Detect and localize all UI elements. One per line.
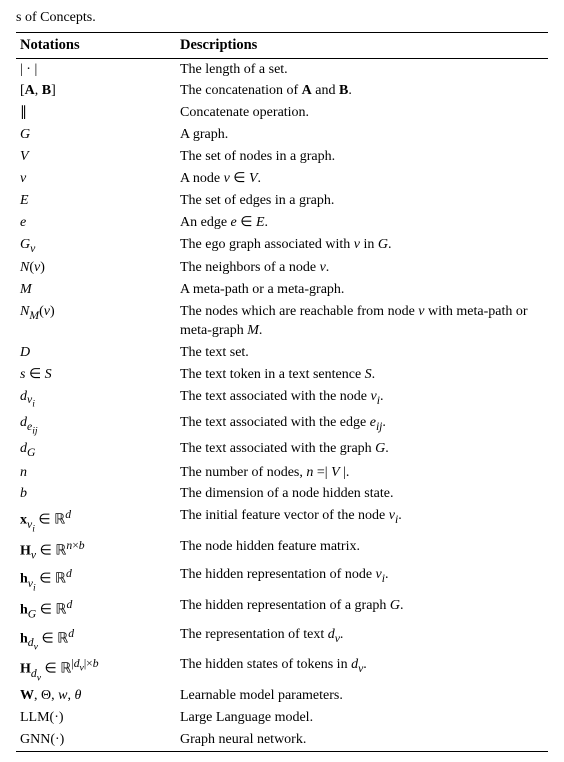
notation-cell: dvi bbox=[16, 386, 176, 412]
notation-cell: Gv bbox=[16, 234, 176, 258]
table-row: EThe set of edges in a graph. bbox=[16, 190, 548, 212]
notation-cell: hG ∈ ℝd bbox=[16, 596, 176, 624]
description-cell: The initial feature vector of the node v… bbox=[176, 506, 548, 537]
notation-cell: e bbox=[16, 212, 176, 234]
notation-cell: b bbox=[16, 484, 176, 506]
table-row: xvi ∈ ℝdThe initial feature vector of th… bbox=[16, 506, 548, 537]
description-cell: Graph neural network. bbox=[176, 730, 548, 752]
table-row: GA graph. bbox=[16, 125, 548, 147]
description-cell: The hidden representation of node vi. bbox=[176, 565, 548, 596]
description-cell: The set of edges in a graph. bbox=[176, 190, 548, 212]
description-cell: The dimension of a node hidden state. bbox=[176, 484, 548, 506]
description-cell: A meta-path or a meta-graph. bbox=[176, 280, 548, 302]
description-cell: Concatenate operation. bbox=[176, 103, 548, 125]
table-row: eAn edge e ∈ E. bbox=[16, 212, 548, 234]
notation-cell: M bbox=[16, 280, 176, 302]
notation-cell: W, Θ, w, θ bbox=[16, 686, 176, 708]
description-cell: The node hidden feature matrix. bbox=[176, 537, 548, 565]
table-row: hvi ∈ ℝdThe hidden representation of nod… bbox=[16, 565, 548, 596]
description-cell: Large Language model. bbox=[176, 708, 548, 730]
description-cell: The neighbors of a node v. bbox=[176, 258, 548, 280]
table-row: dviThe text associated with the node vi. bbox=[16, 386, 548, 412]
table-row: vA node v ∈ V. bbox=[16, 168, 548, 190]
table-row: N(v)The neighbors of a node v. bbox=[16, 258, 548, 280]
table-row: | · |The length of a set. bbox=[16, 59, 548, 81]
table-row: ∥Concatenate operation. bbox=[16, 103, 548, 125]
header-description: Descriptions bbox=[176, 33, 548, 59]
description-cell: The text associated with the node vi. bbox=[176, 386, 548, 412]
description-cell: The ego graph associated with v in G. bbox=[176, 234, 548, 258]
notation-cell: s ∈ S bbox=[16, 364, 176, 386]
notation-cell: v bbox=[16, 168, 176, 190]
table-row: hdv ∈ ℝdThe representation of text dv. bbox=[16, 624, 548, 655]
notation-cell: ∥ bbox=[16, 103, 176, 125]
notation-cell: N(v) bbox=[16, 258, 176, 280]
table-row: deijThe text associated with the edge ei… bbox=[16, 412, 548, 438]
notation-cell: [A, B] bbox=[16, 81, 176, 103]
notation-cell: D bbox=[16, 342, 176, 364]
notation-cell: deij bbox=[16, 412, 176, 438]
table-row: s ∈ SThe text token in a text sentence S… bbox=[16, 364, 548, 386]
notation-cell: xvi ∈ ℝd bbox=[16, 506, 176, 537]
caption-fragment: s of Concepts. bbox=[16, 10, 548, 26]
description-cell: The number of nodes, n =| V |. bbox=[176, 462, 548, 484]
description-cell: The text set. bbox=[176, 342, 548, 364]
description-cell: The text token in a text sentence S. bbox=[176, 364, 548, 386]
notation-cell: hdv ∈ ℝd bbox=[16, 624, 176, 655]
table-row: MA meta-path or a meta-graph. bbox=[16, 280, 548, 302]
table-row: NM(v)The nodes which are reachable from … bbox=[16, 301, 548, 342]
header-notation: Notations bbox=[16, 33, 176, 59]
description-cell: The set of nodes in a graph. bbox=[176, 147, 548, 169]
table-row: DThe text set. bbox=[16, 342, 548, 364]
notation-cell: V bbox=[16, 147, 176, 169]
description-cell: The text associated with the graph G. bbox=[176, 438, 548, 462]
description-cell: Learnable model parameters. bbox=[176, 686, 548, 708]
table-row: VThe set of nodes in a graph. bbox=[16, 147, 548, 169]
description-cell: A graph. bbox=[176, 125, 548, 147]
description-cell: A node v ∈ V. bbox=[176, 168, 548, 190]
description-cell: An edge e ∈ E. bbox=[176, 212, 548, 234]
table-row: nThe number of nodes, n =| V |. bbox=[16, 462, 548, 484]
table-row: bThe dimension of a node hidden state. bbox=[16, 484, 548, 506]
notation-cell: n bbox=[16, 462, 176, 484]
description-cell: The representation of text dv. bbox=[176, 624, 548, 655]
notation-cell: hvi ∈ ℝd bbox=[16, 565, 176, 596]
table-row: W, Θ, w, θLearnable model parameters. bbox=[16, 686, 548, 708]
notation-cell: G bbox=[16, 125, 176, 147]
description-cell: The hidden states of tokens in dv. bbox=[176, 655, 548, 686]
table-row: LLM(·)Large Language model. bbox=[16, 708, 548, 730]
notation-table: Notations Descriptions | · |The length o… bbox=[16, 32, 548, 752]
description-cell: The hidden representation of a graph G. bbox=[176, 596, 548, 624]
table-row: Hv ∈ ℝn×bThe node hidden feature matrix. bbox=[16, 537, 548, 565]
table-row: Hdv ∈ ℝ|dv|×bThe hidden states of tokens… bbox=[16, 655, 548, 686]
notation-cell: Hdv ∈ ℝ|dv|×b bbox=[16, 655, 176, 686]
notation-cell: Hv ∈ ℝn×b bbox=[16, 537, 176, 565]
header-row: Notations Descriptions bbox=[16, 33, 548, 59]
table-row: dGThe text associated with the graph G. bbox=[16, 438, 548, 462]
notation-cell: E bbox=[16, 190, 176, 212]
description-cell: The concatenation of A and B. bbox=[176, 81, 548, 103]
notation-cell: GNN(·) bbox=[16, 730, 176, 752]
description-cell: The nodes which are reachable from node … bbox=[176, 301, 548, 342]
table-row: [A, B]The concatenation of A and B. bbox=[16, 81, 548, 103]
description-cell: The text associated with the edge eij. bbox=[176, 412, 548, 438]
table-row: GvThe ego graph associated with v in G. bbox=[16, 234, 548, 258]
notation-cell: | · | bbox=[16, 59, 176, 81]
table-row: hG ∈ ℝdThe hidden representation of a gr… bbox=[16, 596, 548, 624]
table-row: GNN(·)Graph neural network. bbox=[16, 730, 548, 752]
notation-cell: NM(v) bbox=[16, 301, 176, 342]
description-cell: The length of a set. bbox=[176, 59, 548, 81]
notation-cell: LLM(·) bbox=[16, 708, 176, 730]
notation-cell: dG bbox=[16, 438, 176, 462]
